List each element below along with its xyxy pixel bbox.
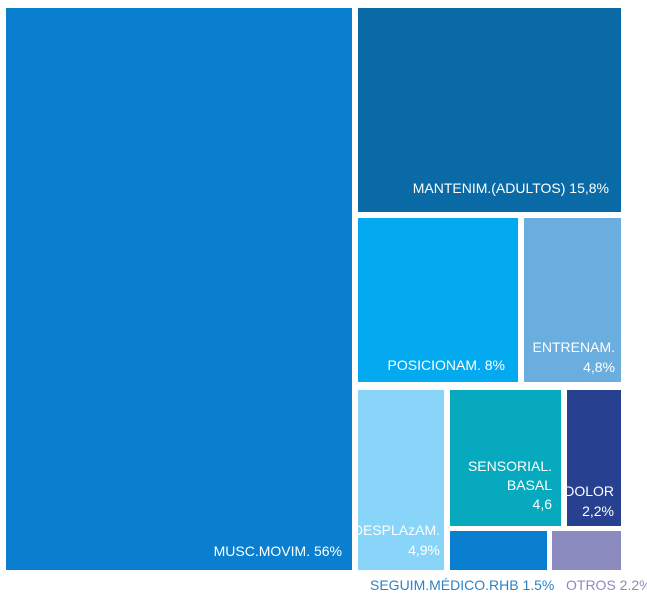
treemap-cell-manten [358, 8, 621, 212]
treemap-label-manten: MANTENIM.(ADULTOS) 15,8% [413, 180, 609, 196]
treemap-label-despl: DESPLAzAM. 4,9% [353, 522, 440, 558]
treemap-label-entren: ENTRENAM. 4,8% [533, 339, 615, 375]
treemap-cell-despl [358, 390, 444, 570]
treemap-label-musc: MUSC.MOVIM. 56% [214, 543, 342, 559]
external-label-seguim: SEGUIM.MÉDICO.RHB 1.5% [370, 577, 554, 593]
treemap-label-posic: POSICIONAM. 8% [388, 357, 505, 373]
treemap-cell-posic [358, 218, 518, 382]
treemap-label-sens: SENSORIAL. BASAL 4,6 [468, 458, 552, 512]
treemap-cell-musc [6, 8, 352, 570]
external-label-otros: OTROS 2.2% [566, 577, 647, 593]
treemap-cell-entren [524, 218, 621, 382]
treemap-label-dolor: DOLOR 2,2% [564, 483, 614, 519]
treemap-cell-otros [552, 531, 621, 570]
treemap-cell-seguim [450, 531, 547, 570]
treemap-cell-dolor [567, 390, 621, 526]
treemap-cell-sens [450, 390, 561, 526]
